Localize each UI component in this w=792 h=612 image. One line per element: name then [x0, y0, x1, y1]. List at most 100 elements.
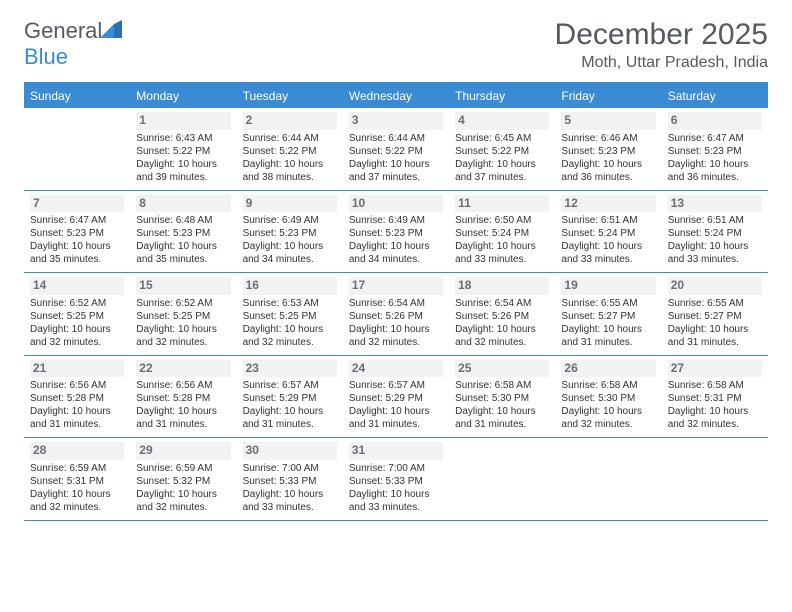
sunset-line: Sunset: 5:23 PM — [243, 227, 337, 240]
day-header: Thursday — [449, 84, 555, 108]
week-row: 7Sunrise: 6:47 AMSunset: 5:23 PMDaylight… — [24, 191, 768, 274]
daylight-line: Daylight: 10 hours and 32 minutes. — [561, 405, 655, 431]
daylight-line: Daylight: 10 hours and 31 minutes. — [136, 405, 230, 431]
day-number: 29 — [136, 442, 230, 460]
sunset-line: Sunset: 5:29 PM — [349, 392, 443, 405]
sunrise-line: Sunrise: 6:52 AM — [30, 297, 124, 310]
day-cell: 24Sunrise: 6:57 AMSunset: 5:29 PMDayligh… — [343, 356, 449, 438]
sunset-line: Sunset: 5:23 PM — [349, 227, 443, 240]
day-cell — [449, 438, 555, 520]
day-cell: 18Sunrise: 6:54 AMSunset: 5:26 PMDayligh… — [449, 273, 555, 355]
title-block: December 2025 Moth, Uttar Pradesh, India — [555, 18, 768, 72]
day-cell: 6Sunrise: 6:47 AMSunset: 5:23 PMDaylight… — [662, 108, 768, 190]
day-cell: 8Sunrise: 6:48 AMSunset: 5:23 PMDaylight… — [130, 191, 236, 273]
sunrise-line: Sunrise: 6:47 AM — [30, 214, 124, 227]
daylight-line: Daylight: 10 hours and 34 minutes. — [349, 240, 443, 266]
day-number: 21 — [30, 360, 124, 378]
day-header: Monday — [130, 84, 236, 108]
sunrise-line: Sunrise: 6:52 AM — [136, 297, 230, 310]
sunrise-line: Sunrise: 6:55 AM — [668, 297, 762, 310]
day-number: 11 — [455, 195, 549, 213]
day-cell: 27Sunrise: 6:58 AMSunset: 5:31 PMDayligh… — [662, 356, 768, 438]
day-number: 9 — [243, 195, 337, 213]
logo: General Blue — [24, 18, 122, 70]
sunset-line: Sunset: 5:24 PM — [561, 227, 655, 240]
week-row: 28Sunrise: 6:59 AMSunset: 5:31 PMDayligh… — [24, 438, 768, 521]
day-number: 20 — [668, 277, 762, 295]
daylight-line: Daylight: 10 hours and 31 minutes. — [561, 323, 655, 349]
daylight-line: Daylight: 10 hours and 36 minutes. — [561, 158, 655, 184]
day-cell — [555, 438, 661, 520]
day-cell: 2Sunrise: 6:44 AMSunset: 5:22 PMDaylight… — [237, 108, 343, 190]
day-cell: 11Sunrise: 6:50 AMSunset: 5:24 PMDayligh… — [449, 191, 555, 273]
day-number: 14 — [30, 277, 124, 295]
sunset-line: Sunset: 5:33 PM — [243, 475, 337, 488]
sunrise-line: Sunrise: 6:44 AM — [349, 132, 443, 145]
day-cell: 12Sunrise: 6:51 AMSunset: 5:24 PMDayligh… — [555, 191, 661, 273]
sunrise-line: Sunrise: 7:00 AM — [243, 462, 337, 475]
daylight-line: Daylight: 10 hours and 33 minutes. — [243, 488, 337, 514]
sunset-line: Sunset: 5:23 PM — [668, 145, 762, 158]
day-number: 23 — [243, 360, 337, 378]
day-cell: 23Sunrise: 6:57 AMSunset: 5:29 PMDayligh… — [237, 356, 343, 438]
sunrise-line: Sunrise: 6:59 AM — [136, 462, 230, 475]
sunrise-line: Sunrise: 6:45 AM — [455, 132, 549, 145]
day-cell: 9Sunrise: 6:49 AMSunset: 5:23 PMDaylight… — [237, 191, 343, 273]
day-number: 10 — [349, 195, 443, 213]
day-cell: 10Sunrise: 6:49 AMSunset: 5:23 PMDayligh… — [343, 191, 449, 273]
sunset-line: Sunset: 5:26 PM — [349, 310, 443, 323]
sunset-line: Sunset: 5:22 PM — [349, 145, 443, 158]
sunset-line: Sunset: 5:22 PM — [136, 145, 230, 158]
week-row: 21Sunrise: 6:56 AMSunset: 5:28 PMDayligh… — [24, 356, 768, 439]
sunrise-line: Sunrise: 6:50 AM — [455, 214, 549, 227]
daylight-line: Daylight: 10 hours and 32 minutes. — [668, 405, 762, 431]
daylight-line: Daylight: 10 hours and 33 minutes. — [668, 240, 762, 266]
daylight-line: Daylight: 10 hours and 31 minutes. — [668, 323, 762, 349]
sunset-line: Sunset: 5:24 PM — [668, 227, 762, 240]
month-title: December 2025 — [555, 18, 768, 52]
day-cell: 14Sunrise: 6:52 AMSunset: 5:25 PMDayligh… — [24, 273, 130, 355]
sunrise-line: Sunrise: 6:51 AM — [668, 214, 762, 227]
day-cell: 21Sunrise: 6:56 AMSunset: 5:28 PMDayligh… — [24, 356, 130, 438]
day-number: 13 — [668, 195, 762, 213]
sunrise-line: Sunrise: 6:48 AM — [136, 214, 230, 227]
sunrise-line: Sunrise: 6:44 AM — [243, 132, 337, 145]
daylight-line: Daylight: 10 hours and 32 minutes. — [243, 323, 337, 349]
daylight-line: Daylight: 10 hours and 38 minutes. — [243, 158, 337, 184]
day-number: 31 — [349, 442, 443, 460]
day-number: 17 — [349, 277, 443, 295]
day-cell: 3Sunrise: 6:44 AMSunset: 5:22 PMDaylight… — [343, 108, 449, 190]
day-cell: 28Sunrise: 6:59 AMSunset: 5:31 PMDayligh… — [24, 438, 130, 520]
weeks-container: 1Sunrise: 6:43 AMSunset: 5:22 PMDaylight… — [24, 108, 768, 521]
day-header-row: SundayMondayTuesdayWednesdayThursdayFrid… — [24, 84, 768, 108]
day-number: 4 — [455, 112, 549, 130]
sunset-line: Sunset: 5:31 PM — [30, 475, 124, 488]
day-number: 3 — [349, 112, 443, 130]
daylight-line: Daylight: 10 hours and 31 minutes. — [243, 405, 337, 431]
sunrise-line: Sunrise: 6:53 AM — [243, 297, 337, 310]
logo-mark-icon — [100, 18, 122, 36]
day-number: 5 — [561, 112, 655, 130]
day-cell — [662, 438, 768, 520]
day-number: 19 — [561, 277, 655, 295]
sunrise-line: Sunrise: 6:56 AM — [30, 379, 124, 392]
sunset-line: Sunset: 5:29 PM — [243, 392, 337, 405]
day-header: Friday — [555, 84, 661, 108]
location: Moth, Uttar Pradesh, India — [555, 54, 768, 72]
sunset-line: Sunset: 5:23 PM — [561, 145, 655, 158]
sunrise-line: Sunrise: 7:00 AM — [349, 462, 443, 475]
sunrise-line: Sunrise: 6:56 AM — [136, 379, 230, 392]
sunrise-line: Sunrise: 6:49 AM — [349, 214, 443, 227]
sunset-line: Sunset: 5:32 PM — [136, 475, 230, 488]
sunrise-line: Sunrise: 6:57 AM — [349, 379, 443, 392]
daylight-line: Daylight: 10 hours and 33 minutes. — [455, 240, 549, 266]
daylight-line: Daylight: 10 hours and 36 minutes. — [668, 158, 762, 184]
day-header: Sunday — [24, 84, 130, 108]
sunrise-line: Sunrise: 6:46 AM — [561, 132, 655, 145]
daylight-line: Daylight: 10 hours and 31 minutes. — [30, 405, 124, 431]
day-cell: 4Sunrise: 6:45 AMSunset: 5:22 PMDaylight… — [449, 108, 555, 190]
logo-text: General Blue — [24, 18, 122, 70]
day-cell: 17Sunrise: 6:54 AMSunset: 5:26 PMDayligh… — [343, 273, 449, 355]
sunset-line: Sunset: 5:22 PM — [455, 145, 549, 158]
day-cell: 31Sunrise: 7:00 AMSunset: 5:33 PMDayligh… — [343, 438, 449, 520]
